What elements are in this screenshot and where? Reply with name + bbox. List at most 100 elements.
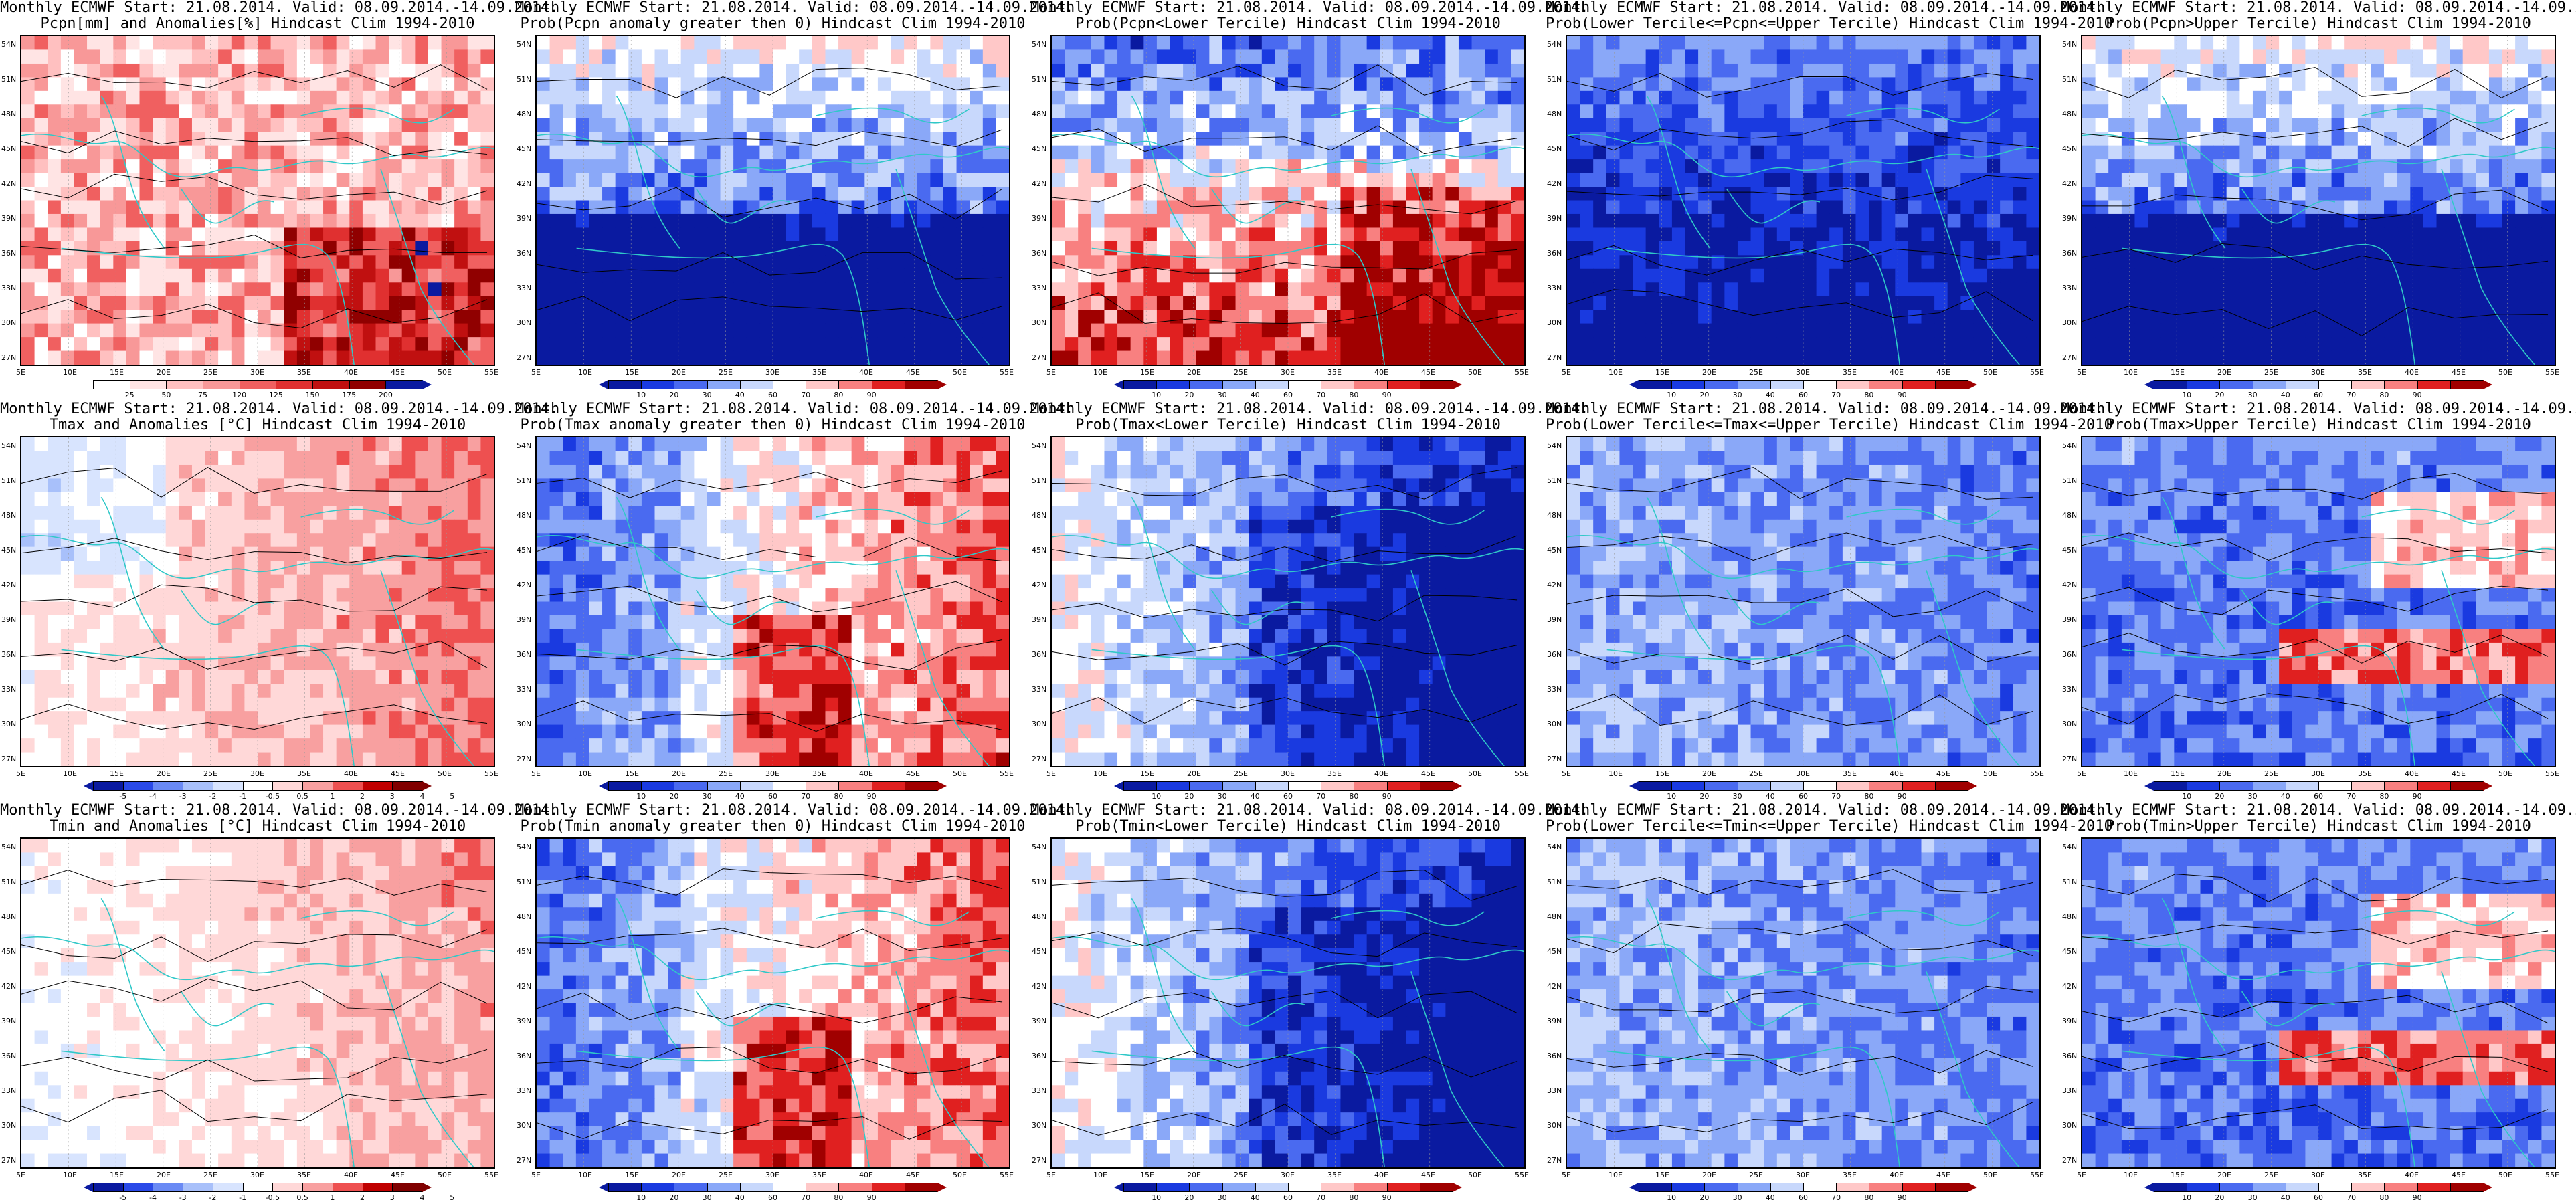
lon-tick-label: 40E — [1374, 368, 1388, 377]
field-cell — [2410, 350, 2424, 365]
field-cell — [759, 323, 773, 338]
field-cell — [982, 200, 997, 215]
field-cell — [2318, 63, 2332, 78]
field-cell — [1764, 77, 1778, 92]
field-cell — [2462, 132, 2476, 146]
field-cell — [60, 506, 75, 520]
field-cell — [1458, 268, 1473, 283]
field-cell — [165, 255, 179, 270]
lon-tick-label: 50E — [1983, 368, 1997, 377]
field-cell — [2134, 310, 2148, 324]
field-cell — [1737, 159, 1752, 174]
field-cell — [733, 104, 747, 119]
field-cell — [323, 118, 337, 132]
field-cell — [799, 132, 813, 146]
field-cell — [1222, 350, 1236, 365]
field-cell — [1392, 255, 1407, 270]
field-cell — [1698, 200, 1712, 215]
field-cell — [746, 77, 761, 92]
field-cell — [2174, 350, 2188, 365]
colorbar-tick-label: 120 — [232, 391, 247, 399]
field-cell — [2305, 296, 2319, 310]
field-cell — [1511, 77, 1524, 92]
field-cell — [1698, 187, 1712, 201]
field-cell — [2305, 268, 2319, 283]
field-cell — [1327, 187, 1342, 201]
field-cell — [165, 145, 179, 160]
field-cell — [943, 173, 957, 187]
field-cell — [2423, 323, 2437, 338]
field-cell — [1934, 63, 1948, 78]
colorbar-labels: 10 20 30 40 60 70 80 90 — [1629, 391, 1977, 400]
contour-line — [21, 173, 488, 205]
field-cell — [165, 492, 179, 506]
field-cell — [1750, 132, 1764, 146]
field-cell — [891, 77, 905, 92]
field-cell — [2026, 159, 2039, 174]
field-cell — [851, 77, 865, 92]
field-cell — [1619, 187, 1633, 201]
field-cell — [454, 546, 468, 561]
field-cell — [2541, 145, 2555, 160]
field-cell — [2174, 173, 2188, 187]
field-cell — [1261, 132, 1276, 146]
field-cell — [244, 492, 258, 506]
colorbar-tick-label: 90 — [2412, 391, 2422, 399]
field-cell — [1130, 296, 1144, 310]
field-cell — [1078, 104, 1092, 119]
field-cell — [1711, 227, 1725, 242]
field-cell — [2026, 213, 2039, 228]
field-cell — [205, 506, 219, 520]
field-cell — [759, 350, 773, 365]
field-cell — [2410, 282, 2424, 297]
field-cell — [2423, 310, 2437, 324]
field-cell — [602, 200, 616, 215]
field-cell — [310, 546, 324, 561]
field-cell — [415, 296, 429, 310]
field-cell — [1183, 282, 1197, 297]
field-cell — [1685, 337, 1699, 352]
field-cell — [2384, 350, 2398, 365]
field-cell — [1314, 350, 1328, 365]
field-cell — [454, 268, 468, 283]
field-cell — [1065, 187, 1079, 201]
field-cell — [2279, 282, 2293, 297]
field-cell — [179, 200, 193, 215]
field-cell — [1117, 310, 1131, 324]
field-cell — [362, 337, 377, 352]
lat-tick-label: 45N — [2062, 144, 2078, 153]
field-cell — [1471, 90, 1485, 105]
field-cell — [179, 118, 193, 132]
lon-tick-label: 25E — [2264, 368, 2278, 377]
field-cell — [2541, 200, 2555, 215]
field-cell — [284, 90, 298, 105]
field-cell — [970, 77, 984, 92]
field-cell — [1764, 337, 1778, 352]
field-cell — [323, 310, 337, 324]
field-cell — [956, 241, 970, 256]
field-cell — [310, 478, 324, 493]
field-cell — [877, 310, 892, 324]
field-cell — [389, 36, 403, 51]
field-cell — [2292, 213, 2306, 228]
field-cell — [575, 296, 590, 310]
colorbar-swatch — [1803, 380, 1837, 389]
field-cell — [996, 296, 1009, 310]
field-cell — [2108, 337, 2122, 352]
lon-tick-label: 55E — [2030, 368, 2044, 377]
field-cell — [1065, 227, 1079, 242]
field-cell — [2226, 310, 2240, 324]
field-cell — [284, 36, 298, 51]
colorbar-swatch — [2252, 380, 2286, 389]
field-cell — [2200, 227, 2214, 242]
field-cell — [537, 77, 551, 92]
field-cell — [589, 49, 603, 64]
field-cell — [2528, 36, 2543, 51]
field-cell — [589, 159, 603, 174]
field-cell — [310, 145, 324, 160]
field-cell — [2292, 90, 2306, 105]
field-cell — [2121, 200, 2136, 215]
field-cell — [2541, 350, 2555, 365]
field-cell — [1445, 173, 1459, 187]
field-cell — [165, 478, 179, 493]
